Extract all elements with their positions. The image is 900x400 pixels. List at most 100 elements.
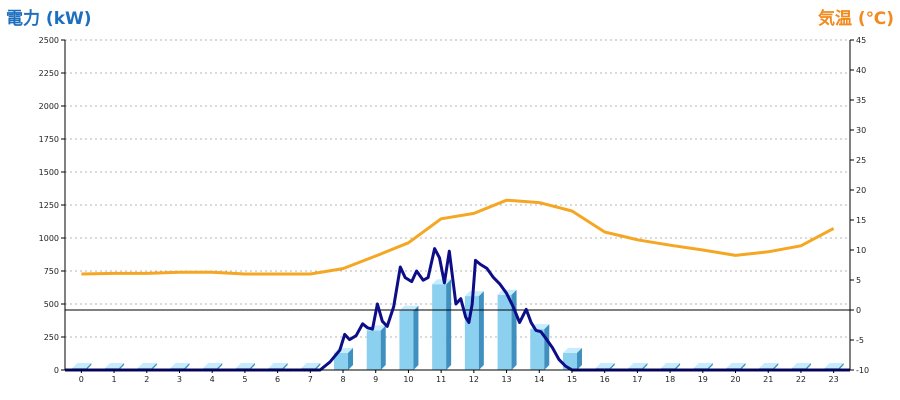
bar-top-face — [726, 363, 746, 368]
bar-side-face — [609, 363, 615, 370]
lines-layer — [65, 198, 850, 372]
bar-side-face — [805, 363, 811, 370]
bar-side-face — [217, 363, 223, 370]
left-tick-label: 2500 — [39, 36, 59, 45]
x-tick-label: 5 — [242, 375, 247, 384]
bar-top-face — [170, 363, 190, 368]
right-tick-label: 30 — [856, 126, 866, 135]
bar-top-face — [791, 363, 811, 368]
left-tick-label: 1500 — [39, 168, 59, 177]
bar-side-face — [740, 363, 746, 370]
x-tick-label: 16 — [600, 375, 610, 384]
bar — [334, 347, 354, 370]
x-tick-label: 7 — [308, 375, 313, 384]
bar — [366, 325, 386, 370]
bar-front-face — [334, 352, 349, 370]
bar-top-face — [432, 279, 452, 285]
x-tick-label: 22 — [796, 375, 806, 384]
right-tick-label: 25 — [856, 156, 866, 165]
x-tick-label: 18 — [665, 375, 675, 384]
bar-side-face — [707, 363, 713, 370]
bar-top-face — [203, 363, 223, 368]
right-tick-label: -10 — [856, 366, 869, 375]
bar — [432, 279, 452, 370]
x-tick-label: 8 — [340, 375, 345, 384]
bar-side-face — [86, 363, 92, 370]
bar-side-face — [184, 363, 190, 370]
bar-side-face — [348, 347, 354, 370]
x-tick-label: 23 — [829, 375, 839, 384]
bar-front-face — [530, 329, 545, 370]
bar-side-face — [544, 324, 550, 370]
x-tick-label: 13 — [501, 375, 511, 384]
bar-top-face — [693, 363, 713, 368]
x-tick-label: 20 — [730, 375, 740, 384]
right-tick-label: 15 — [856, 216, 866, 225]
x-tick-label: 4 — [210, 375, 215, 384]
bar-front-face — [464, 296, 479, 370]
x-tick-label: 1 — [112, 375, 117, 384]
bar-top-face — [105, 363, 125, 368]
left-tick-label: 250 — [44, 333, 59, 342]
bar-top-face — [628, 363, 648, 368]
bar-top-face — [72, 363, 92, 368]
bar — [399, 305, 419, 370]
bar-top-face — [399, 305, 419, 311]
bars-layer — [72, 279, 844, 370]
axes-layer: 02505007501000125015001750200022502500-1… — [39, 36, 869, 384]
bar — [464, 291, 484, 370]
left-tick-label: 1750 — [39, 135, 59, 144]
right-tick-label: 0 — [856, 306, 861, 315]
left-tick-label: 2250 — [39, 69, 59, 78]
right-tick-label: 10 — [856, 246, 866, 255]
left-tick-label: 500 — [44, 300, 59, 309]
x-tick-label: 17 — [632, 375, 642, 384]
left-tick-label: 0 — [54, 366, 59, 375]
bar-top-face — [137, 363, 157, 368]
x-tick-label: 6 — [275, 375, 280, 384]
left-tick-label: 750 — [44, 267, 59, 276]
right-axis-title: 気温 (℃) — [817, 9, 894, 29]
x-tick-label: 0 — [79, 375, 84, 384]
left-tick-label: 2000 — [39, 102, 59, 111]
right-tick-label: 45 — [856, 36, 866, 45]
bar-side-face — [315, 363, 321, 370]
x-tick-label: 3 — [177, 375, 182, 384]
bar-side-face — [151, 363, 157, 370]
x-tick-label: 11 — [436, 375, 446, 384]
grid-layer — [65, 39, 850, 338]
x-tick-label: 10 — [403, 375, 413, 384]
x-tick-label: 14 — [534, 375, 544, 384]
right-tick-label: 35 — [856, 96, 866, 105]
bar-side-face — [446, 279, 452, 370]
left-axis-title: 電力 (kW) — [6, 9, 92, 29]
right-tick-label: 5 — [856, 276, 861, 285]
temperature-line — [81, 198, 835, 276]
bar-top-face — [824, 363, 844, 368]
bar-top-face — [268, 363, 288, 368]
right-tick-label: 20 — [856, 186, 866, 195]
power-line — [294, 247, 605, 372]
bar-front-face — [497, 294, 512, 370]
bar-top-face — [595, 363, 615, 368]
left-tick-label: 1250 — [39, 201, 59, 210]
bar-side-face — [642, 363, 648, 370]
bar-side-face — [838, 363, 844, 370]
bar-side-face — [119, 363, 125, 370]
bar-front-face — [432, 284, 447, 370]
x-tick-label: 9 — [373, 375, 378, 384]
x-tick-label: 2 — [144, 375, 149, 384]
bar-top-face — [661, 363, 681, 368]
left-tick-label: 1000 — [39, 234, 59, 243]
x-tick-label: 15 — [567, 375, 577, 384]
bar-front-face — [399, 310, 414, 370]
x-tick-label: 12 — [469, 375, 479, 384]
bar-top-face — [235, 363, 255, 368]
bar-side-face — [380, 325, 386, 370]
bar-side-face — [675, 363, 681, 370]
bar-front-face — [366, 330, 381, 370]
bar-side-face — [413, 305, 419, 370]
x-tick-label: 19 — [698, 375, 708, 384]
right-tick-label: -5 — [856, 336, 864, 345]
